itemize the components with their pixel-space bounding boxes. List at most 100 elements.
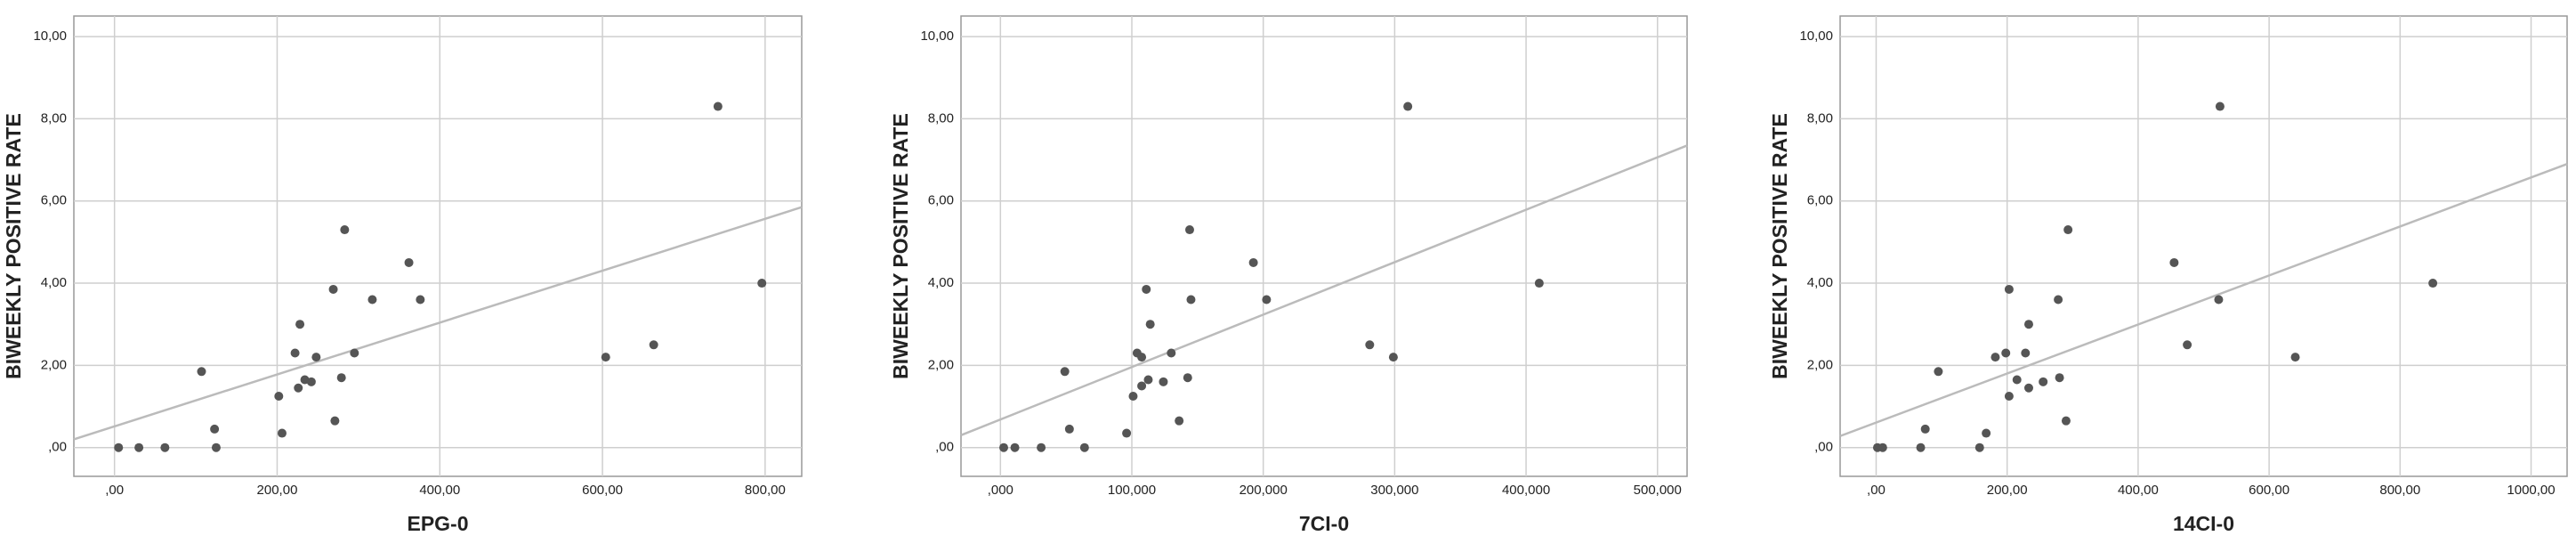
- data-point: [1037, 443, 1046, 452]
- data-point: [1159, 377, 1168, 386]
- y-tick-label: 4,00: [41, 275, 67, 290]
- data-point: [2004, 391, 2014, 401]
- data-point: [295, 320, 305, 329]
- data-point: [2001, 348, 2011, 358]
- data-point: [2054, 295, 2063, 304]
- data-point: [601, 353, 610, 362]
- data-point: [2023, 320, 2033, 329]
- data-point: [2061, 416, 2071, 426]
- data-point: [2004, 284, 2014, 294]
- x-tick-label: 200,000: [1240, 483, 1288, 498]
- data-point: [210, 424, 220, 434]
- x-tick-label: 200,00: [1987, 483, 2028, 498]
- data-point: [1167, 348, 1176, 358]
- data-point: [2183, 340, 2192, 350]
- y-axis-title: BIWEEKLY POSITIVE RATE: [2, 113, 25, 379]
- data-point: [1079, 443, 1089, 452]
- data-point: [1982, 428, 1991, 438]
- y-tick-label: 6,00: [41, 193, 67, 208]
- x-tick-label: 800,00: [2379, 483, 2420, 498]
- x-tick-label: 400,000: [1502, 483, 1550, 498]
- y-tick-label: ,00: [1814, 440, 1833, 455]
- plot-area: [73, 15, 803, 477]
- data-point: [1186, 295, 1196, 304]
- data-point: [114, 443, 124, 452]
- data-point: [1143, 375, 1153, 385]
- data-point: [306, 377, 316, 386]
- y-tick-label: 4,00: [928, 275, 954, 290]
- x-tick-label: 500,000: [1634, 483, 1682, 498]
- data-point: [294, 383, 303, 393]
- y-tick-label: 2,00: [928, 357, 954, 372]
- y-tick-label: ,00: [935, 440, 954, 455]
- plot-area: [1839, 15, 2568, 477]
- x-tick-label: ,00: [1867, 483, 1886, 498]
- x-axis-title: 14CI-0: [2173, 512, 2234, 535]
- y-tick-label: 8,00: [928, 110, 954, 126]
- y-tick-label: 6,00: [928, 193, 954, 208]
- x-tick-label: 300,000: [1370, 483, 1418, 498]
- data-point: [160, 443, 170, 452]
- data-point: [274, 391, 284, 401]
- data-point: [757, 279, 767, 288]
- y-tick-label: 8,00: [1807, 110, 1833, 126]
- data-point: [1142, 284, 1151, 294]
- data-point: [649, 340, 658, 350]
- data-point: [416, 295, 425, 304]
- data-point: [311, 353, 321, 362]
- y-tick-label: ,00: [48, 440, 67, 455]
- data-point: [1010, 443, 1020, 452]
- x-tick-label: 1000,00: [2507, 483, 2555, 498]
- data-point: [2428, 279, 2438, 288]
- data-point: [350, 348, 359, 358]
- y-tick-label: 10,00: [1799, 28, 1833, 44]
- x-axis-title: EPG-0: [407, 512, 468, 535]
- data-point: [2023, 383, 2033, 393]
- data-point: [1262, 295, 1272, 304]
- data-point: [277, 428, 287, 438]
- x-tick-label: 400,00: [419, 483, 460, 498]
- data-point: [1974, 443, 1984, 452]
- x-tick-label: 100,000: [1108, 483, 1156, 498]
- y-tick-label: 8,00: [41, 110, 67, 126]
- data-point: [328, 284, 338, 294]
- data-point: [1388, 353, 1398, 362]
- data-point: [1128, 391, 1138, 401]
- data-point: [290, 348, 300, 358]
- data-point: [1175, 416, 1184, 426]
- x-axis-title: 7CI-0: [1299, 512, 1349, 535]
- data-point: [1137, 381, 1147, 391]
- x-tick-label: 800,00: [745, 483, 786, 498]
- data-point: [1137, 353, 1147, 362]
- data-point: [197, 367, 206, 377]
- data-point: [1403, 101, 1413, 111]
- plot-area: [960, 15, 1688, 477]
- y-tick-label: 4,00: [1807, 275, 1833, 290]
- x-tick-label: ,000: [988, 483, 1013, 498]
- data-point: [1916, 443, 1926, 452]
- data-point: [1122, 428, 1132, 438]
- data-point: [2012, 375, 2022, 385]
- x-tick-label: 600,00: [582, 483, 623, 498]
- data-point: [2214, 295, 2224, 304]
- data-point: [330, 416, 340, 426]
- data-point: [2039, 377, 2048, 386]
- fit-line: [960, 144, 1688, 437]
- data-point: [2063, 225, 2073, 235]
- x-tick-label: 600,00: [2249, 483, 2289, 498]
- fit-line: [73, 206, 803, 441]
- data-point: [1145, 320, 1155, 329]
- y-tick-label: 10,00: [920, 28, 954, 44]
- data-point: [1365, 340, 1375, 350]
- x-tick-label: 400,00: [2118, 483, 2159, 498]
- data-point: [1060, 367, 1070, 377]
- y-tick-label: 6,00: [1807, 193, 1833, 208]
- y-tick-label: 10,00: [33, 28, 67, 44]
- data-point: [2290, 353, 2300, 362]
- data-point: [1064, 424, 1074, 434]
- x-tick-label: ,00: [105, 483, 124, 498]
- y-tick-label: 2,00: [1807, 357, 1833, 372]
- data-point: [1877, 443, 1887, 452]
- data-point: [336, 373, 346, 383]
